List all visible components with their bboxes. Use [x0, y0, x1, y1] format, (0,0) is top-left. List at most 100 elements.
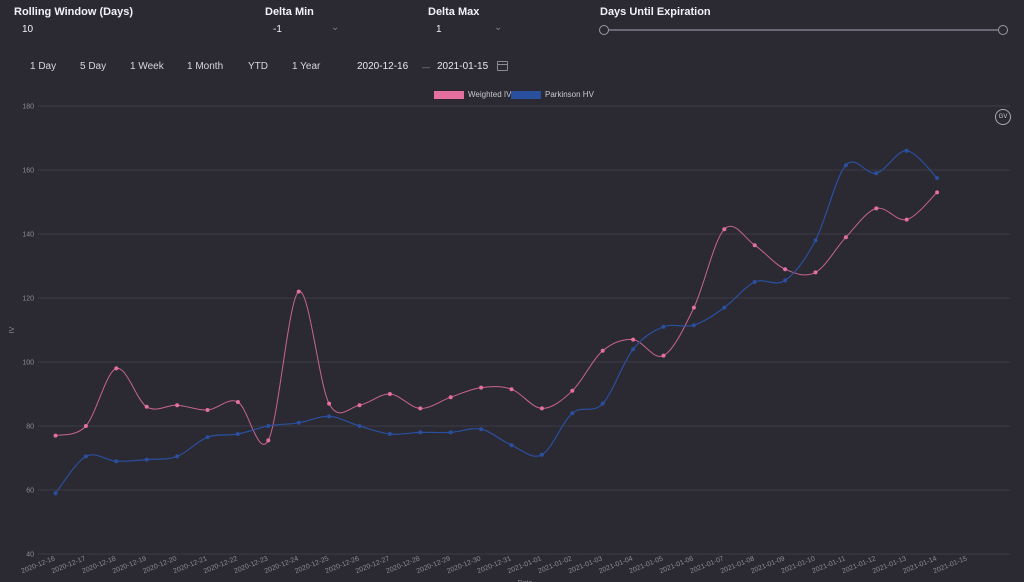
- data-point-weighted-iv: [114, 366, 119, 371]
- legend-item-parkinson-hv[interactable]: Parkinson HV: [511, 90, 594, 99]
- data-point-weighted-iv: [661, 353, 666, 358]
- legend-swatch-weighted-iv: [434, 90, 464, 99]
- gv-logo-button[interactable]: GV: [995, 109, 1011, 125]
- delta-min-label: Delta Min: [265, 6, 314, 18]
- x-tick-label: 2021-01-15: [932, 555, 968, 575]
- data-point-weighted-iv: [235, 400, 240, 404]
- data-point-parkinson-hv: [387, 432, 392, 436]
- series-line-parkinson-hv: [55, 150, 938, 494]
- x-tick-label: 2021-01-06: [659, 555, 695, 575]
- rolling-window-input[interactable]: 10: [22, 24, 34, 35]
- data-point-weighted-iv: [783, 267, 788, 272]
- data-point-weighted-iv: [570, 388, 575, 393]
- delta-max-label: Delta Max: [428, 6, 480, 18]
- data-point-parkinson-hv: [235, 432, 240, 436]
- date-range-separator: —: [422, 63, 430, 72]
- x-tick-label: 2020-12-23: [233, 555, 269, 575]
- x-tick-label: 2021-01-03: [568, 555, 604, 575]
- data-point-parkinson-hv: [904, 148, 909, 153]
- expiration-slider-max-handle[interactable]: [998, 25, 1008, 35]
- chevron-down-icon[interactable]: ⌄: [331, 22, 340, 33]
- range-5-day-button[interactable]: 5 Day: [80, 61, 107, 72]
- data-point-weighted-iv: [600, 348, 605, 353]
- data-point-parkinson-hv: [175, 454, 180, 459]
- data-point-weighted-iv: [418, 406, 423, 411]
- y-tick-label: 160: [22, 168, 34, 175]
- x-tick-label: 2021-01-12: [841, 555, 877, 575]
- range-1-day-button[interactable]: 1 Day: [30, 61, 57, 72]
- start-date-input[interactable]: 2020-12-16: [357, 61, 409, 72]
- data-point-parkinson-hv: [570, 411, 575, 416]
- end-date-input[interactable]: 2021-01-15: [437, 61, 489, 72]
- x-tick-label: 2021-01-07: [689, 555, 725, 575]
- y-tick-label: 180: [22, 104, 34, 111]
- legend-item-weighted-iv[interactable]: Weighted IV: [434, 90, 511, 99]
- data-point-parkinson-hv: [53, 491, 58, 496]
- data-point-weighted-iv: [539, 406, 544, 411]
- y-tick-label: 100: [22, 360, 34, 367]
- range-1-month-button[interactable]: 1 Month: [187, 61, 224, 72]
- x-tick-label: 2021-01-10: [780, 555, 816, 575]
- days-until-expiration-label: Days Until Expiration: [600, 6, 711, 18]
- x-tick-label: 2020-12-31: [476, 555, 512, 575]
- range-1-week-button[interactable]: 1 Week: [130, 61, 164, 72]
- data-point-weighted-iv: [357, 403, 362, 408]
- data-point-weighted-iv: [843, 235, 848, 240]
- x-tick-label: 2020-12-22: [203, 555, 239, 575]
- data-point-weighted-iv: [266, 438, 271, 443]
- x-tick-label: 2020-12-18: [81, 555, 117, 575]
- x-axis-title: Date: [518, 580, 533, 582]
- data-point-weighted-iv: [935, 190, 940, 195]
- range-1-year-button[interactable]: 1 Year: [292, 61, 321, 72]
- data-point-weighted-iv: [205, 408, 210, 412]
- data-point-weighted-iv: [691, 305, 696, 310]
- data-point-weighted-iv: [448, 395, 453, 400]
- x-tick-label: 2020-12-27: [355, 555, 391, 575]
- x-tick-label: 2020-12-24: [264, 555, 300, 575]
- data-point-parkinson-hv: [539, 452, 544, 457]
- data-point-parkinson-hv: [266, 424, 271, 428]
- chart-points: [53, 148, 940, 496]
- expiration-slider-min-handle[interactable]: [599, 25, 609, 35]
- data-point-weighted-iv: [327, 401, 332, 406]
- data-point-parkinson-hv: [813, 238, 818, 243]
- x-tick-label: 2021-01-14: [902, 555, 938, 575]
- x-tick-label: 2020-12-19: [112, 555, 148, 575]
- x-tick-label: 2020-12-28: [385, 555, 421, 575]
- x-tick-label: 2020-12-17: [51, 555, 87, 575]
- data-point-parkinson-hv: [327, 414, 332, 419]
- x-tick-label: 2020-12-29: [416, 555, 452, 575]
- x-tick-label: 2020-12-30: [446, 555, 482, 575]
- range-ytd-button[interactable]: YTD: [248, 61, 268, 72]
- data-point-parkinson-hv: [631, 347, 636, 352]
- data-point-parkinson-hv: [144, 457, 149, 462]
- chevron-down-icon[interactable]: ⌄: [494, 22, 503, 33]
- x-tick-label: 2021-01-13: [872, 555, 908, 575]
- legend-label-parkinson-hv: Parkinson HV: [545, 90, 594, 99]
- data-point-weighted-iv: [53, 433, 58, 438]
- rolling-window-label: Rolling Window (Days): [14, 6, 134, 18]
- x-tick-label: 2021-01-02: [537, 555, 573, 575]
- series-line-weighted-iv: [55, 192, 938, 445]
- data-point-weighted-iv: [83, 424, 88, 428]
- x-tick-label: 2021-01-09: [750, 555, 786, 575]
- data-point-parkinson-hv: [874, 171, 879, 176]
- legend-swatch-parkinson-hv: [511, 90, 541, 99]
- data-point-parkinson-hv: [448, 430, 453, 435]
- data-point-weighted-iv: [175, 403, 180, 408]
- calendar-icon[interactable]: [497, 61, 508, 71]
- x-tick-label: 2020-12-26: [324, 555, 360, 575]
- data-point-weighted-iv: [296, 289, 301, 294]
- data-point-parkinson-hv: [935, 176, 940, 180]
- data-point-parkinson-hv: [600, 401, 605, 406]
- delta-max-select[interactable]: 1: [436, 24, 442, 35]
- data-point-weighted-iv: [387, 392, 392, 396]
- data-point-weighted-iv: [874, 206, 879, 211]
- data-point-parkinson-hv: [722, 305, 727, 310]
- expiration-slider-track[interactable]: [604, 29, 1003, 31]
- x-tick-label: 2021-01-04: [598, 555, 634, 575]
- data-point-weighted-iv: [722, 227, 727, 232]
- delta-min-select[interactable]: -1: [273, 24, 282, 35]
- x-tick-label: 2021-01-11: [811, 555, 846, 575]
